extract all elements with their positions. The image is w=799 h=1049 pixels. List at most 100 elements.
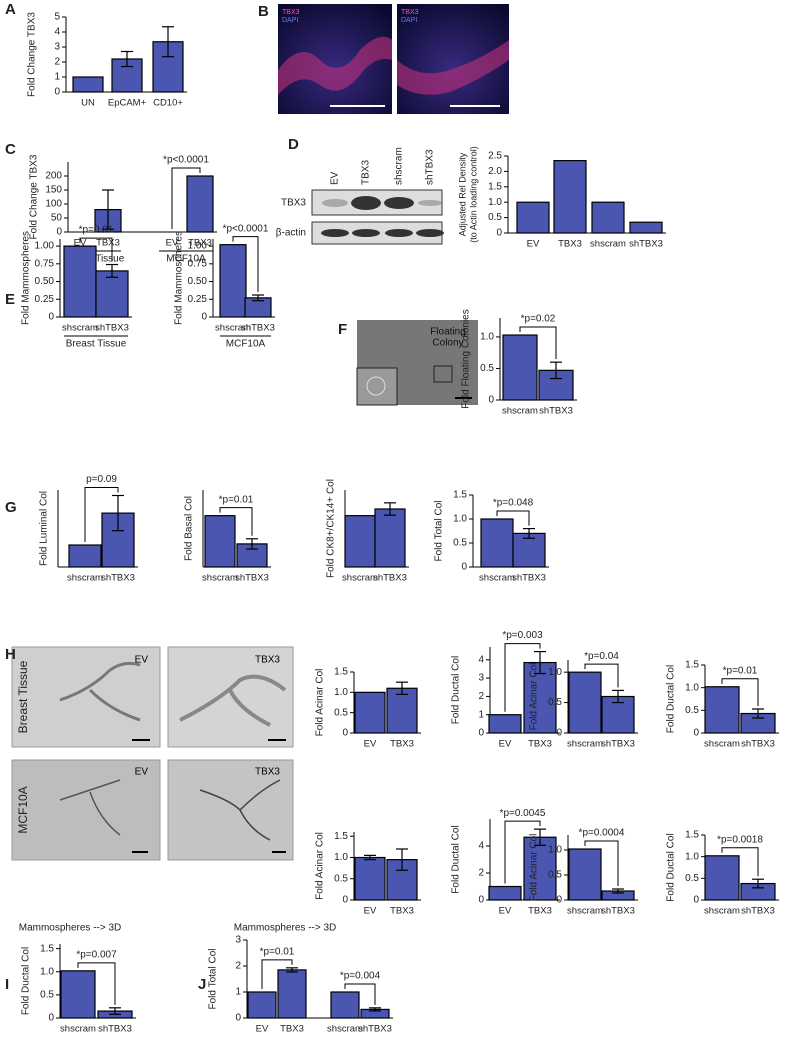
bar [354, 856, 386, 901]
y-tick-label: 0.5 [488, 212, 502, 223]
annotation: *p=0.0045 [500, 808, 546, 819]
y-tick-label: 1.0 [453, 514, 467, 525]
y-tick-label: 0.50 [188, 276, 208, 287]
bar [354, 691, 386, 734]
bar [523, 661, 557, 734]
bar [330, 991, 360, 1019]
x-tick-label: EV [527, 239, 540, 250]
significance-bracket [496, 510, 530, 526]
bar [488, 714, 522, 734]
y-tick-label: 1.5 [334, 667, 348, 678]
y-tick-label: 0.5 [40, 990, 54, 1001]
image-label: DAPI [282, 17, 298, 24]
significance-bracket [79, 237, 113, 262]
bar [629, 221, 663, 234]
micrograph [11, 759, 161, 861]
y-tick-label: 0 [496, 228, 502, 239]
y-axis-label: Fold Mammospheres [174, 231, 185, 325]
x-tick-label: shscram [502, 406, 538, 417]
lane-label: shscram [394, 147, 405, 185]
significance-bracket [504, 820, 541, 884]
x-tick-label: TBX3 [558, 239, 582, 250]
x-tick-label: shscram [479, 573, 515, 584]
y-tick-label: 1.5 [685, 660, 699, 671]
y-tick-label: 0.5 [453, 538, 467, 549]
scale-bars [132, 739, 286, 853]
bar [568, 671, 602, 734]
row-label: MCF10A [16, 786, 30, 833]
panel-label: B [258, 3, 269, 20]
annotation: *p=0.004 [340, 971, 381, 982]
y-tick-label: 0.5 [334, 707, 348, 718]
significance-bracket [232, 236, 259, 293]
y-tick-label: 1.0 [548, 845, 562, 856]
annotation: *p=0.02 [521, 314, 556, 325]
y-tick-label: 3 [54, 42, 60, 53]
bar [488, 885, 522, 901]
y-tick-label: 1.0 [685, 851, 699, 862]
image-label: TBX3 [255, 767, 280, 778]
annotation: *p=0.01 [79, 225, 114, 236]
group-label: Breast Tissue [66, 339, 127, 350]
bands [321, 196, 444, 237]
x-tick-label: shTBX3 [741, 906, 775, 917]
x-tick-label: shscram [215, 323, 251, 334]
significance-bracket [344, 983, 376, 1005]
x-tick-label: EpCAM+ [108, 98, 147, 109]
y-tick-label: 4 [478, 841, 484, 852]
x-tick-label: shscram [704, 739, 740, 750]
y-tick-label: 4 [478, 654, 484, 665]
x-tick-label: shTBX3 [741, 739, 775, 750]
significance-bracket [219, 507, 253, 536]
y-axis-label: Fold CK8+/CK14+ Col [326, 479, 337, 578]
chart-title: Mammospheres --> 3D [234, 923, 337, 934]
x-tick-label: shTBX3 [95, 323, 129, 334]
annotation: *p=0.01 [219, 494, 254, 505]
bar [591, 201, 625, 234]
y-tick-label: 0 [235, 1013, 241, 1024]
significance-bracket [261, 959, 293, 989]
x-tick-label: EV [364, 906, 377, 917]
y-tick-label: 0 [48, 1013, 54, 1024]
annotation: *p=0.0018 [717, 834, 763, 845]
y-axis-label: Fold Ductal Col [666, 665, 677, 733]
bar [95, 270, 129, 318]
x-tick-label: shTBX3 [539, 406, 573, 417]
y-tick-label: 0 [54, 87, 60, 98]
x-tick-label: shTBX3 [235, 573, 269, 584]
bar [704, 686, 740, 734]
y-tick-label: 100 [45, 199, 62, 210]
y-tick-label: 2.5 [488, 151, 502, 162]
group-label: MCF10A [226, 339, 266, 350]
x-tick-label: UN [81, 98, 95, 109]
bar [72, 76, 104, 93]
y-tick-label: 1.0 [488, 197, 502, 208]
y-tick-label: 1.5 [488, 181, 502, 192]
y-tick-label: 2 [54, 57, 60, 68]
significance-bracket [721, 847, 759, 877]
y-tick-label: 0 [478, 895, 484, 906]
band-label: TBX3 [281, 198, 306, 209]
panel-label: E [5, 291, 15, 308]
x-tick-label: shTBX3 [358, 1024, 392, 1035]
annotation: *p=0.04 [584, 651, 619, 662]
x-tick-label: shscram [704, 906, 740, 917]
x-tick-label: shscram [202, 573, 238, 584]
annotation: *p=0.007 [76, 949, 117, 960]
x-tick-label: TBX3 [280, 1024, 304, 1035]
row-label: Breast Tissue [16, 660, 30, 733]
y-tick-label: 0.75 [35, 258, 55, 269]
y-tick-label: 1.5 [685, 830, 699, 841]
x-tick-label: shscram [567, 906, 603, 917]
y-axis-label: Fold Acinar Col [315, 669, 326, 737]
y-axis-label: Fold Total Col [434, 501, 445, 562]
y-tick-label: 0.5 [548, 697, 562, 708]
panel-label: J [198, 976, 206, 993]
y-tick-label: 1.5 [40, 943, 54, 954]
bar [480, 518, 514, 568]
y-tick-label: 50 [51, 213, 63, 224]
lane-label: shTBX3 [425, 149, 436, 185]
lane-label: EV [330, 171, 341, 185]
significance-bracket [77, 962, 116, 1005]
